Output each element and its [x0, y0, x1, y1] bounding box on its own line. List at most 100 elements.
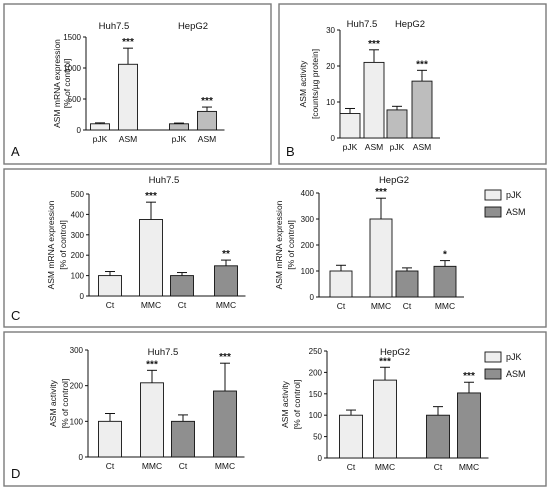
- category-label: pJK: [172, 134, 187, 144]
- group-label: HepG2: [178, 21, 208, 32]
- category-label: MMC: [215, 461, 235, 471]
- y-axis-label: ASM mRNA expression[% of control]: [52, 39, 72, 128]
- y-tick-label: 200: [309, 368, 323, 377]
- y-axis-label-line: [% of control]: [292, 380, 302, 430]
- y-axis-label: ASM mRNA expression[% of control]: [274, 200, 296, 289]
- bar: [339, 414, 363, 459]
- panel-b-frame: [278, 3, 547, 165]
- y-axis-label-line: ASM mRNA expression: [46, 200, 56, 289]
- y-tick-label: 100: [71, 272, 85, 281]
- bar: [140, 382, 164, 458]
- category-label: pJK: [390, 142, 405, 152]
- category-label: ASM: [119, 134, 137, 144]
- y-tick-label: 150: [309, 390, 323, 399]
- group-label: Huh7.5: [99, 21, 130, 32]
- y-tick-label: 30: [326, 26, 335, 35]
- bar: [395, 270, 419, 298]
- y-tick-label: 200: [301, 241, 315, 250]
- chart-title: HepG2: [379, 175, 409, 186]
- bar: [214, 265, 238, 297]
- legend-label-asm: ASM: [506, 369, 526, 379]
- chart-panel-b: 0 10 20 30 ASM activity [counts/µg protein] Hu…: [298, 19, 440, 152]
- y-tick-label: 300: [70, 346, 84, 355]
- category-label: Ct: [106, 300, 115, 310]
- bar: [373, 379, 397, 459]
- bar: [363, 61, 385, 139]
- y-tick-label: 400: [301, 189, 315, 198]
- chart-panel-d-right: 0 50 100 150 200 250 ASM activity [% of control…: [280, 347, 489, 472]
- y-tick-label: 100: [70, 417, 84, 426]
- y-tick-label: 0: [77, 126, 82, 135]
- chart-title: HepG2: [380, 347, 410, 358]
- category-label: Ct: [179, 461, 188, 471]
- y-tick-label: 300: [301, 215, 315, 224]
- y-tick-label: 500: [68, 95, 82, 104]
- panel-label-c: C: [11, 308, 20, 323]
- y-tick-label: 20: [326, 62, 335, 71]
- y-tick-label: 250: [309, 347, 323, 356]
- significance-label: ***: [463, 371, 475, 382]
- y-tick-label: 0: [310, 293, 315, 302]
- bar: [171, 420, 195, 458]
- bar: [98, 275, 122, 297]
- y-axis-label-line: ASM activity: [48, 379, 58, 427]
- y-tick-label: 0: [79, 453, 84, 462]
- category-label: ASM: [365, 142, 383, 152]
- category-label: MMC: [459, 462, 479, 472]
- y-tick-label: 200: [70, 382, 84, 391]
- legend-panel-d: pJK ASM: [484, 351, 526, 380]
- chart-panel-c-right: 0 100 200 300 400 ASM mRNA expression [% of co…: [274, 175, 464, 311]
- y-axis-label-line: ASM mRNA expression: [274, 200, 284, 289]
- legend-label-pjk: pJK: [506, 352, 522, 362]
- panel-label-d: D: [11, 466, 20, 481]
- significance-label: ***: [145, 191, 157, 202]
- bar: [386, 109, 408, 139]
- y-axis-label-line: [% of control]: [286, 220, 296, 270]
- legend-label-asm: ASM: [506, 207, 526, 217]
- y-tick-label: 200: [71, 251, 85, 260]
- bar: [197, 110, 217, 131]
- y-axis-label-line: ASM mRNA expression: [52, 39, 62, 128]
- category-label: MMC: [375, 462, 395, 472]
- bar: [98, 420, 122, 458]
- chart-title: Huh7.5: [148, 347, 179, 358]
- y-axis-label: ASM mRNA expression[% of control]: [46, 200, 68, 289]
- category-label: Ct: [347, 462, 356, 472]
- y-tick-label: 0: [318, 454, 323, 463]
- group-label: Huh7.5: [347, 19, 378, 30]
- chart-panel-d-left: 0 100 200 300 ASM activity [% of control] Huh7…: [48, 346, 245, 471]
- y-tick-label: 500: [71, 190, 85, 199]
- bar: [426, 414, 450, 459]
- panel-d-frame: [3, 331, 547, 487]
- category-label: MMC: [141, 300, 161, 310]
- y-axis-label-line: ASM activity: [280, 380, 290, 428]
- category-label: Ct: [403, 301, 412, 311]
- significance-label: ***: [375, 187, 387, 198]
- y-axis-label-line: [% of control]: [58, 220, 68, 270]
- bar: [169, 123, 189, 131]
- bar: [433, 265, 457, 298]
- significance-label: ***: [416, 59, 428, 70]
- bar: [170, 275, 194, 297]
- significance-label: ***: [368, 39, 380, 50]
- legend-label-pjk: pJK: [506, 190, 522, 200]
- y-axis-label: ASM activity [counts/µg protein]: [298, 49, 320, 119]
- category-label: ASM: [413, 142, 431, 152]
- significance-label: **: [222, 249, 230, 260]
- significance-label: ***: [219, 352, 231, 363]
- significance-label: ***: [122, 37, 134, 48]
- y-axis-label-line: [% of control]: [60, 379, 70, 429]
- bar: [339, 113, 361, 139]
- bar: [457, 392, 481, 459]
- significance-label: ***: [379, 356, 391, 367]
- y-tick-label: 400: [71, 210, 85, 219]
- bar: [118, 63, 138, 131]
- significance-label: *: [443, 250, 447, 261]
- y-tick-label: 0: [80, 292, 85, 301]
- bar: [369, 218, 393, 298]
- y-tick-label: 300: [71, 231, 85, 240]
- y-axis-label-line: [counts/µg protein]: [310, 49, 320, 119]
